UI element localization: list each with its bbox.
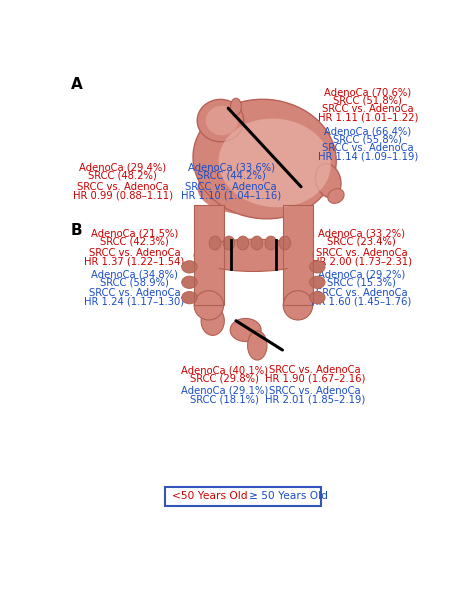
Text: SRCC (51.8%): SRCC (51.8%) — [333, 96, 402, 106]
Text: SRCC vs. AdenoCa: SRCC vs. AdenoCa — [322, 143, 413, 153]
Text: SRCC (42.3%): SRCC (42.3%) — [100, 237, 169, 247]
Ellipse shape — [237, 236, 249, 250]
Text: SRCC vs. AdenoCa: SRCC vs. AdenoCa — [316, 248, 407, 258]
Ellipse shape — [197, 99, 244, 142]
Bar — [194, 206, 224, 305]
Text: SRCC (23.4%): SRCC (23.4%) — [327, 237, 396, 247]
Text: AdenoCa (29.2%): AdenoCa (29.2%) — [318, 269, 405, 279]
Ellipse shape — [182, 292, 197, 304]
Text: SRCC (15.3%): SRCC (15.3%) — [327, 277, 396, 287]
Ellipse shape — [230, 98, 241, 115]
Ellipse shape — [182, 261, 197, 273]
Ellipse shape — [279, 236, 291, 250]
Text: SRCC vs. AdenoCa: SRCC vs. AdenoCa — [185, 182, 277, 192]
Ellipse shape — [283, 290, 313, 320]
Text: SRCC vs. AdenoCa: SRCC vs. AdenoCa — [322, 105, 413, 115]
Ellipse shape — [230, 318, 261, 342]
Text: AdenoCa (40.1%): AdenoCa (40.1%) — [181, 365, 268, 375]
Text: SRCC (18.1%): SRCC (18.1%) — [190, 394, 259, 405]
Text: SRCC vs. AdenoCa: SRCC vs. AdenoCa — [269, 365, 361, 375]
Text: SRCC vs. AdenoCa: SRCC vs. AdenoCa — [77, 182, 169, 192]
Ellipse shape — [194, 241, 224, 273]
Text: AdenoCa (70.6%): AdenoCa (70.6%) — [324, 87, 411, 97]
Text: AdenoCa (66.4%): AdenoCa (66.4%) — [324, 127, 411, 137]
Ellipse shape — [206, 106, 238, 135]
Text: HR 1.90 (1.67–2.16): HR 1.90 (1.67–2.16) — [265, 374, 365, 384]
Text: SRCC vs. AdenoCa: SRCC vs. AdenoCa — [269, 386, 361, 396]
Ellipse shape — [310, 292, 325, 304]
Text: AdenoCa (29.4%): AdenoCa (29.4%) — [79, 162, 166, 172]
Ellipse shape — [223, 236, 235, 250]
Ellipse shape — [328, 189, 344, 203]
Text: AdenoCa (21.5%): AdenoCa (21.5%) — [91, 228, 178, 238]
Bar — [194, 206, 224, 305]
Ellipse shape — [310, 276, 325, 289]
Text: SRCC (58.9%): SRCC (58.9%) — [100, 277, 169, 287]
Text: HR 1.24 (1.17–1.30): HR 1.24 (1.17–1.30) — [84, 297, 184, 307]
Text: SRCC vs. AdenoCa: SRCC vs. AdenoCa — [89, 289, 180, 299]
Text: AdenoCa (33.2%): AdenoCa (33.2%) — [318, 228, 405, 238]
Text: HR 1.60 (1.45–1.76): HR 1.60 (1.45–1.76) — [311, 297, 411, 307]
Text: ≥ 50 Years Old: ≥ 50 Years Old — [249, 491, 328, 501]
Ellipse shape — [265, 236, 277, 250]
Bar — [283, 206, 313, 305]
Text: SRCC (29.8%): SRCC (29.8%) — [190, 374, 259, 384]
Text: AdenoCa (29.1%): AdenoCa (29.1%) — [181, 386, 268, 396]
Ellipse shape — [315, 163, 341, 198]
Text: <50 Years Old: <50 Years Old — [172, 491, 247, 501]
Ellipse shape — [194, 239, 313, 271]
Text: SRCC (55.8%): SRCC (55.8%) — [333, 135, 402, 145]
Text: HR 1.11 (1.01–1.22): HR 1.11 (1.01–1.22) — [318, 113, 418, 123]
Text: HR 1.37 (1.22–1.54): HR 1.37 (1.22–1.54) — [84, 257, 184, 266]
Ellipse shape — [201, 306, 224, 336]
FancyBboxPatch shape — [164, 487, 321, 505]
Ellipse shape — [194, 290, 224, 320]
Bar — [283, 206, 313, 305]
Ellipse shape — [283, 241, 313, 273]
Ellipse shape — [209, 236, 221, 250]
Ellipse shape — [219, 119, 331, 207]
Text: SRCC (44.2%): SRCC (44.2%) — [197, 170, 265, 181]
Text: HR 1.14 (1.09–1.19): HR 1.14 (1.09–1.19) — [318, 152, 418, 162]
Text: SRCC vs. AdenoCa: SRCC vs. AdenoCa — [316, 289, 407, 299]
Text: A: A — [71, 77, 82, 91]
Ellipse shape — [193, 99, 336, 219]
Ellipse shape — [247, 331, 267, 360]
Ellipse shape — [197, 153, 321, 215]
Ellipse shape — [182, 276, 197, 289]
Text: B: B — [71, 223, 82, 238]
Ellipse shape — [310, 261, 325, 273]
Text: HR 2.00 (1.73–2.31): HR 2.00 (1.73–2.31) — [311, 257, 411, 266]
Ellipse shape — [218, 116, 257, 147]
Text: HR 2.01 (1.85–2.19): HR 2.01 (1.85–2.19) — [265, 394, 365, 405]
Text: AdenoCa (33.6%): AdenoCa (33.6%) — [188, 162, 275, 172]
Text: SRCC (48.2%): SRCC (48.2%) — [89, 170, 157, 181]
Text: AdenoCa (34.8%): AdenoCa (34.8%) — [91, 269, 178, 279]
Text: HR 0.99 (0.88–1.11): HR 0.99 (0.88–1.11) — [73, 191, 173, 201]
Text: SRCC vs. AdenoCa: SRCC vs. AdenoCa — [89, 248, 180, 258]
Text: HR 1.10 (1.04–1.16): HR 1.10 (1.04–1.16) — [181, 191, 282, 201]
Ellipse shape — [251, 236, 263, 250]
